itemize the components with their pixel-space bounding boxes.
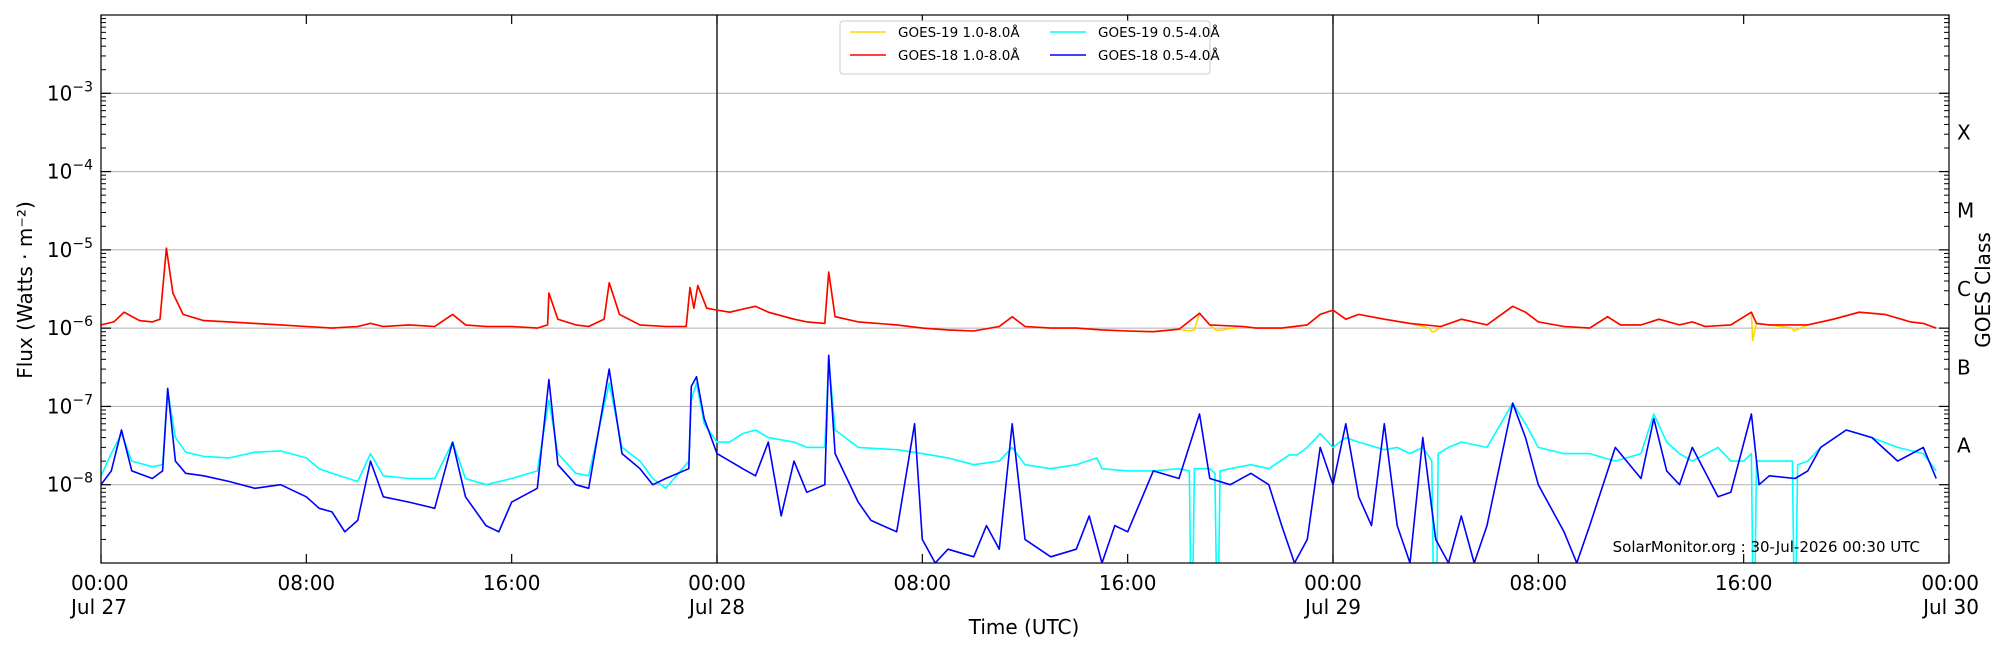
x-tick-label: 16:00 [483, 571, 541, 595]
series-line-1 [101, 247, 1937, 333]
y-axis-ticks: 10−8 10−7 10−6 10−5 10−4 10−3 [47, 18, 1949, 540]
legend-label: GOES-19 0.5-4.0Å [1098, 24, 1220, 41]
y-axis-label: Flux (Watts · m⁻²) [13, 201, 37, 379]
plot-frame [100, 14, 1950, 564]
source-annotation: SolarMonitor.org : 30-Jul-2026 00:30 UTC [1613, 538, 1920, 556]
y-tick-label: 10−5 [47, 236, 93, 262]
y-tick-label: 10−3 [47, 79, 93, 105]
x-tick-label: 00:00 [1304, 571, 1362, 595]
x-tick-label: 16:00 [1099, 571, 1157, 595]
x-tick-date-label: Jul 30 [1921, 595, 1979, 619]
goes-class-label: M [1957, 199, 1974, 223]
x-tick-date-label: Jul 29 [1303, 595, 1361, 619]
goes-class-label: X [1957, 120, 1971, 144]
x-tick-label: 16:00 [1715, 571, 1773, 595]
series-lines [101, 247, 1937, 563]
y-tick-label: 10−4 [47, 158, 93, 184]
goes-class-label: B [1957, 355, 1971, 379]
x-axis-label: Time (UTC) [968, 615, 1080, 639]
goes-class-label: C [1957, 277, 1971, 301]
goes-class-labels: A B C M X [1957, 120, 1974, 457]
x-tick-label: 00:00 [1921, 571, 1979, 595]
grid-lines [101, 92, 1949, 486]
day-boundaries [716, 15, 1334, 563]
right-axis-label: GOES Class [1971, 232, 1995, 348]
x-tick-date-label: Jul 27 [69, 595, 127, 619]
goes-class-label: A [1957, 434, 1971, 458]
x-tick-label: 08:00 [278, 571, 336, 595]
x-tick-date-label: Jul 28 [687, 595, 745, 619]
legend-label: GOES-18 1.0-8.0Å [898, 47, 1020, 64]
x-tick-label: 08:00 [1510, 571, 1568, 595]
legend: GOES-19 1.0-8.0Å GOES-19 0.5-4.0Å GOES-18 … [839, 20, 1220, 75]
y-tick-label: 10−7 [47, 392, 93, 418]
legend-label: GOES-19 1.0-8.0Å [898, 24, 1020, 41]
x-tick-label: 00:00 [71, 571, 129, 595]
y-tick-label: 10−6 [47, 314, 93, 340]
x-tick-label: 08:00 [894, 571, 952, 595]
legend-label: GOES-18 0.5-4.0Å [1098, 47, 1220, 64]
legend-box [839, 20, 1211, 75]
y-tick-label: 10−8 [47, 471, 93, 497]
series-line-3 [101, 354, 1937, 563]
x-tick-label: 00:00 [688, 571, 746, 595]
